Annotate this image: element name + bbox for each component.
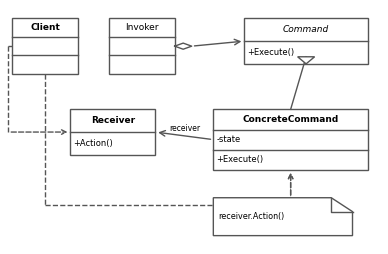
- Text: +Execute(): +Execute(): [248, 48, 294, 57]
- Text: Client: Client: [30, 23, 60, 32]
- Text: +Execute(): +Execute(): [217, 155, 263, 164]
- Text: receiver: receiver: [169, 124, 200, 133]
- Text: -state: -state: [217, 135, 241, 144]
- Text: Invoker: Invoker: [125, 23, 159, 32]
- Polygon shape: [298, 57, 315, 64]
- Text: +Action(): +Action(): [73, 139, 113, 148]
- Bar: [12, 18, 78, 74]
- Text: ConcreteCommand: ConcreteCommand: [242, 115, 339, 124]
- Text: Receiver: Receiver: [91, 116, 135, 125]
- Polygon shape: [213, 198, 353, 236]
- Bar: [213, 109, 368, 170]
- Bar: [70, 109, 155, 155]
- Bar: [244, 18, 368, 64]
- Bar: [109, 18, 175, 74]
- Text: Command: Command: [283, 25, 329, 34]
- Text: receiver.Action(): receiver.Action(): [218, 212, 284, 221]
